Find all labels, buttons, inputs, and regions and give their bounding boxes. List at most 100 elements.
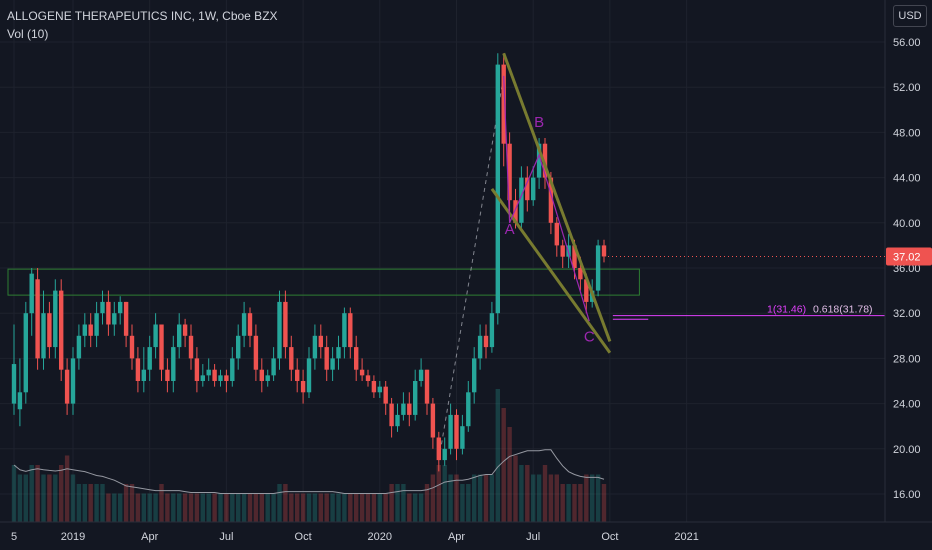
price-tick-label: 40.00	[893, 218, 921, 230]
candle-body	[495, 64, 500, 314]
candle-body	[230, 358, 235, 381]
candle-body	[318, 335, 323, 348]
candle-body	[525, 177, 530, 201]
candle-body	[165, 369, 170, 381]
candle-body	[359, 369, 365, 376]
volume-bar	[123, 484, 129, 522]
candle-body	[141, 369, 146, 381]
volume-bar	[17, 474, 23, 522]
volume-bar	[129, 484, 135, 522]
volume-bar	[472, 474, 477, 522]
candle-body	[371, 381, 377, 393]
volume-bar	[70, 474, 76, 522]
candle-body	[70, 358, 76, 404]
volume-bar	[41, 474, 46, 522]
volume-bar	[595, 474, 601, 522]
channel-lower-line	[490, 188, 612, 354]
candle-body	[430, 403, 436, 438]
volume-bar	[253, 493, 259, 522]
candle-body	[306, 358, 312, 393]
volume-bar	[318, 493, 323, 522]
candle-body	[477, 335, 483, 359]
candle-body	[584, 279, 589, 302]
price-tick-label: 20.00	[893, 444, 921, 456]
volume-bar	[548, 474, 554, 522]
candle-body	[460, 426, 465, 449]
volume-bar	[383, 493, 388, 522]
candles	[11, 53, 607, 472]
candle-body	[454, 414, 459, 449]
candle-body	[377, 386, 382, 393]
volume-bar	[418, 493, 424, 522]
candle-body	[177, 324, 182, 348]
candle-body	[206, 369, 211, 376]
currency-button[interactable]: USD	[893, 5, 927, 27]
volume-bar	[295, 493, 300, 522]
last-price-label: 37.02	[893, 251, 921, 263]
volume-bar	[88, 484, 93, 522]
candle-body	[64, 369, 70, 404]
candle-body	[401, 403, 406, 415]
volume-bar	[554, 474, 559, 522]
candle-body	[212, 369, 217, 381]
candle-body	[23, 313, 28, 393]
volume-bar	[348, 493, 353, 522]
volume-bar	[247, 493, 253, 522]
price-tick-label: 24.00	[893, 399, 921, 411]
time-axis[interactable]: 5 2019 Apr Jul Oct 2020 Apr Jul Oct 2021	[11, 531, 699, 543]
volume-bar	[460, 484, 465, 522]
price-axis[interactable]: 56.00 52.00 48.00 44.00 40.00 36.00 32.00 28.00…	[893, 37, 921, 501]
volume-bar	[442, 465, 447, 522]
volume-indicator-label[interactable]: Vol (10)	[7, 27, 49, 41]
volume-bar	[519, 465, 524, 522]
candle-body	[59, 290, 64, 370]
candle-body	[171, 347, 176, 381]
candle-body	[53, 290, 58, 348]
candle-body	[383, 386, 388, 404]
volume-bar	[165, 493, 170, 522]
volume-bar	[259, 493, 264, 522]
volume-bar	[424, 484, 430, 522]
volume-bar	[100, 484, 105, 522]
candle-body	[407, 403, 412, 415]
candle-body	[395, 414, 400, 427]
volume-bar	[584, 474, 589, 522]
candle-body	[135, 358, 141, 381]
volume-bar	[359, 493, 365, 522]
candle-body	[17, 392, 23, 410]
candle-body	[129, 335, 135, 359]
candle-body	[289, 347, 294, 370]
volume-bar	[177, 493, 182, 522]
candle-body	[283, 301, 288, 348]
volume-bar	[536, 474, 542, 522]
fib-label-0618: 0.618(31.78)	[813, 304, 873, 316]
candle-body	[41, 313, 46, 359]
candle-body	[342, 313, 347, 348]
time-tick-label: Apr	[141, 531, 158, 543]
candle-body	[271, 358, 276, 376]
volume-bar	[283, 484, 288, 522]
price-tick-label: 16.00	[893, 489, 921, 501]
candle-body	[265, 375, 270, 381]
volume-bar	[531, 474, 536, 522]
volume-bar	[11, 465, 17, 522]
candle-body	[236, 335, 241, 359]
time-tick-label: Jul	[526, 531, 540, 543]
volume-bar	[495, 389, 500, 522]
volume-bar	[224, 493, 229, 522]
volume-bar	[171, 493, 176, 522]
volume-bar	[188, 493, 194, 522]
candle-body	[300, 381, 306, 393]
candle-body	[112, 313, 117, 325]
annotation-layer-front: A B C 1(31.46) 0.618(31.78)	[490, 52, 885, 354]
candle-body	[11, 364, 17, 404]
candle-body	[595, 245, 601, 291]
candle-body	[424, 369, 430, 404]
price-tick-label: 28.00	[893, 353, 921, 365]
volume-bar	[413, 493, 418, 522]
candle-body	[418, 369, 424, 381]
candle-body	[94, 313, 99, 336]
fib-label-1: 1(31.46)	[767, 304, 806, 316]
candle-body	[531, 177, 536, 201]
